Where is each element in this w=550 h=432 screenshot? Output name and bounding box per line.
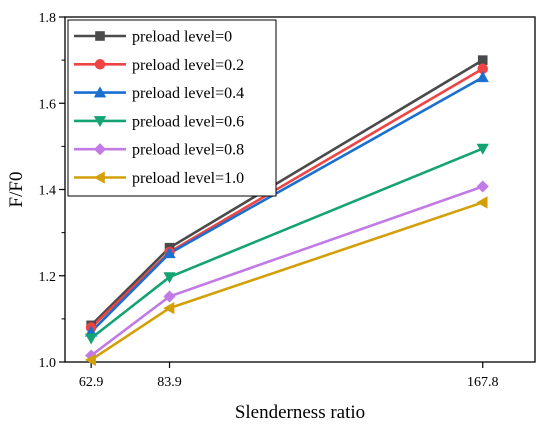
data-point-2-2: [476, 71, 489, 83]
legend-marker-3: [93, 116, 107, 128]
legend-marker-4: [93, 143, 107, 156]
y-tick-label: 1.0: [39, 356, 57, 371]
series-line-5: [90, 201, 484, 361]
axis-ticks: 62.9 83.9 167.8 1.0 1.2 1.4 1.6 1.8: [39, 11, 499, 390]
data-point-5-1: [163, 301, 175, 315]
data-point-5-0: [84, 353, 96, 366]
legend-label-3: preload level=0.6: [132, 113, 244, 130]
y-tick-label: 1.4: [39, 184, 57, 199]
x-tick-label: 62.9: [79, 375, 104, 390]
series-markers: [84, 55, 489, 366]
legend-label-0: preload level=0: [132, 29, 232, 46]
data-point-0-2: [477, 55, 488, 65]
legend-marker-2: [93, 86, 107, 98]
legend-marker-5: [93, 171, 105, 184]
legend-box: [67, 19, 277, 197]
data-point-3-0: [84, 333, 98, 345]
x-tick-label: 83.9: [157, 375, 182, 390]
y-tick-label: 1.2: [39, 270, 57, 285]
y-axis-label: F/F0: [6, 172, 27, 208]
data-point-3-1: [163, 272, 176, 284]
legend-label-1: preload level=0.2: [132, 57, 244, 74]
x-axis-label: Slenderness ratio: [235, 402, 365, 423]
data-point-5-2: [476, 196, 488, 209]
data-point-4-1: [163, 290, 176, 303]
legend: preload level=0 preload level=0.2 preload …: [67, 19, 277, 197]
legend-label-5: preload level=1.0: [132, 170, 244, 187]
data-point-4-2: [476, 180, 489, 193]
data-point-2-1: [163, 247, 176, 259]
legend-label-4: preload level=0.8: [132, 142, 244, 159]
legend-marker-0: [95, 31, 105, 41]
y-tick-label: 1.6: [39, 97, 57, 112]
y-tick-label: 1.8: [39, 11, 57, 26]
legend-label-2: preload level=0.4: [132, 85, 244, 102]
data-point-3-2: [476, 143, 489, 155]
x-tick-label: 167.8: [467, 375, 499, 390]
legend-marker-1: [94, 59, 106, 70]
